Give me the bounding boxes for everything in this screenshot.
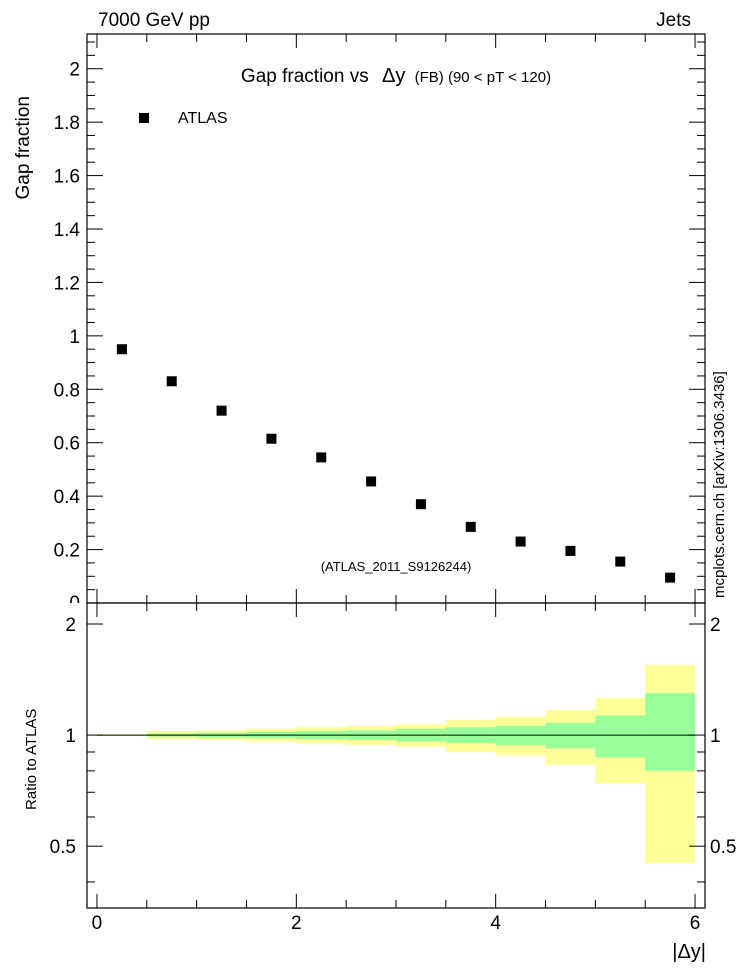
ratio-y-tick-label-left: 0.5 <box>50 837 76 858</box>
top-y-tick-label: 0.4 <box>54 487 81 508</box>
ratio-y-tick-label-left: 1 <box>65 726 76 747</box>
data-point <box>465 521 476 532</box>
data-point <box>316 452 327 463</box>
ratio-y-tick-label-right: 0.5 <box>710 837 736 858</box>
plot-title-sub: (FB) (90 < pT < 120) <box>415 69 551 86</box>
data-point <box>366 476 377 487</box>
top-y-tick-label: 2 <box>69 60 80 81</box>
data-point <box>415 499 426 510</box>
uncertainty-band-inner <box>545 722 596 749</box>
top-y-tick-label: 0.2 <box>54 541 80 562</box>
plot-title-delta: Δy <box>382 65 405 87</box>
ratio-x-tick-label: 2 <box>291 913 302 934</box>
uncertainty-band-inner <box>645 693 696 771</box>
analysis-watermark: (ATLAS_2011_S9126244) <box>321 559 472 574</box>
data-point <box>266 433 277 444</box>
uncertainty-band-inner <box>595 715 646 758</box>
y-axis-label-ratio: Ratio to ATLAS <box>23 709 40 810</box>
ratio-x-tick-label: 6 <box>690 913 701 934</box>
energy-label: 7000 GeV pp <box>98 10 210 31</box>
y-axis-label-top: Gap fraction <box>13 96 34 200</box>
main-plot-panel: Gap fraction vs Δy (FB) (90 < pT < 120) … <box>13 33 706 614</box>
top-y-tick-label: 0.6 <box>54 434 80 455</box>
x-axis-label: |Δy| <box>672 941 706 963</box>
ratio-y-tick-label-left: 2 <box>65 615 76 636</box>
data-point <box>565 545 576 556</box>
top-y-tick-label: 1 <box>69 327 80 348</box>
ratio-y-tick-label-right: 2 <box>710 615 721 636</box>
plot-title: Gap fraction vs Δy (FB) (90 < pT < 120) <box>241 65 551 87</box>
top-y-tick-label: 1.4 <box>54 220 81 241</box>
source-side-label: mcplots.cern.ch [arXiv:1306.3436] <box>711 371 728 598</box>
data-point <box>665 572 676 583</box>
plot-title-main: Gap fraction vs <box>241 66 369 87</box>
top-y-tick-label: 0.8 <box>54 380 80 401</box>
top-y-tick-label: 1.8 <box>54 113 80 134</box>
legend-label: ATLAS <box>178 110 228 127</box>
data-point <box>116 344 127 355</box>
ratio-x-tick-label: 4 <box>490 913 501 934</box>
ratio-y-tick-label-right: 1 <box>710 726 721 747</box>
ratio-x-tick-label: 0 <box>92 913 103 934</box>
top-y-tick-label: 1.6 <box>54 167 80 188</box>
process-label: Jets <box>656 10 691 31</box>
data-point <box>615 556 626 567</box>
data-point <box>515 536 526 547</box>
top-y-tick-label-zero: 0 <box>69 593 80 614</box>
data-point <box>216 405 227 416</box>
data-point <box>166 376 177 387</box>
top-y-tick-label: 1.2 <box>54 273 80 294</box>
ratio-plot-frame <box>86 602 706 909</box>
legend-marker <box>139 113 149 123</box>
ratio-plot-panel: 0 2 4 6 0.5 0.5 1 1 2 2 Ratio to ATLAS |Δy| <box>23 602 736 963</box>
